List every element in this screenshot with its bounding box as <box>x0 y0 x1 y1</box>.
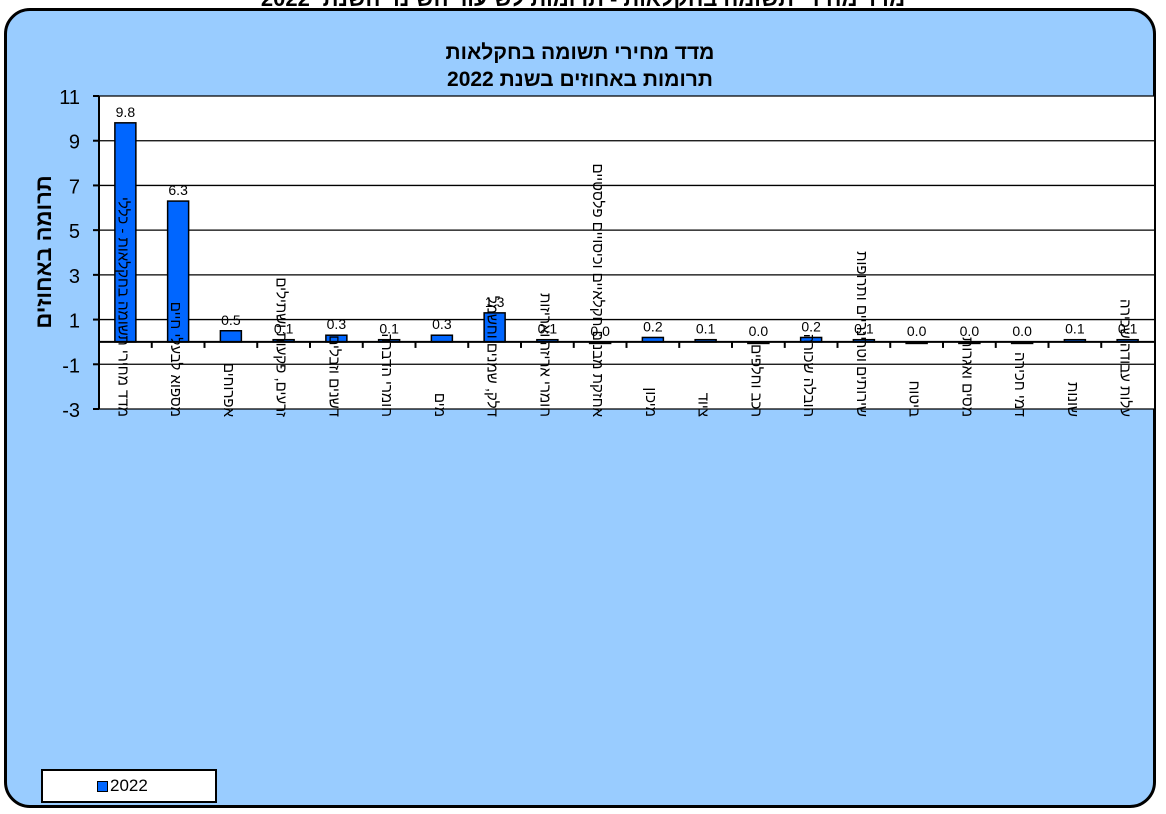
x-tick-label: שירותים וטרינריים ותרופות <box>853 251 870 417</box>
data-label: 0.1 <box>379 321 399 337</box>
y-tick-label: -1 <box>62 355 80 377</box>
data-label: 0.1 <box>538 321 558 337</box>
data-label: 0.1 <box>274 321 294 337</box>
x-tick-label: הובלה שכורה <box>800 334 817 417</box>
chart-title: מדד מחירי תשומה בחקלאות תרומות באחוזים ב… <box>7 39 1153 94</box>
y-tick-label: 5 <box>69 221 80 243</box>
data-label: 0.0 <box>960 323 980 339</box>
legend-swatch <box>97 780 108 792</box>
chart-title-line-2: תרומות באחוזים בשנת 2022 <box>447 68 713 92</box>
x-tick-label: מיכון <box>642 387 659 417</box>
y-tick-label: 11 <box>59 87 80 109</box>
data-label: 0.2 <box>801 318 821 334</box>
chart-title-line-1: מדד מחירי תשומה בחקלאות <box>445 41 715 64</box>
y-axis-title: תרומה באחוזים <box>31 175 56 328</box>
y-tick-label: -3 <box>62 400 80 422</box>
x-tick-label: מים <box>431 393 448 417</box>
legend-label: 2022 <box>110 776 148 795</box>
x-tick-label: עלות עבודה שכירה <box>1117 299 1134 417</box>
x-tick-label: דלק, שמנים וחשמל <box>484 296 501 417</box>
data-label: 0.1 <box>696 321 716 337</box>
x-tick-label: ציוד <box>695 393 712 417</box>
header-strip: מדד מחירי תשומה בחקלאות - תרומות לשיעור … <box>0 0 1166 12</box>
data-label: 0.1 <box>1065 321 1085 337</box>
x-tick-label: דשנים וזבלים <box>325 335 342 417</box>
bar <box>219 330 243 343</box>
x-tick-label: חומרי הדברה <box>378 333 395 417</box>
x-tick-label: חומרי אריזה ואריזות <box>536 293 553 417</box>
y-tick-label: 3 <box>69 266 80 288</box>
x-tick-label: מסים ואגרות <box>958 337 975 417</box>
x-tick-label: מדד מחירי תשומה בחקלאות - כללי <box>114 197 131 417</box>
data-label: 6.3 <box>168 182 188 198</box>
data-label: 0.0 <box>749 323 769 339</box>
data-label: 0.0 <box>590 323 610 339</box>
data-label: 0.0 <box>907 323 927 339</box>
data-label: 0.1 <box>1118 321 1138 337</box>
data-label: 0.3 <box>327 316 347 332</box>
x-tick-label: מספוא לבעלי חיים <box>167 302 184 417</box>
x-tick-label: שונות <box>1064 382 1081 417</box>
bar <box>430 334 454 343</box>
x-tick-label: רכב וחלפים <box>747 344 764 417</box>
y-tick-label: 7 <box>69 176 80 198</box>
header-text: מדד מחירי תשומה בחקלאות - תרומות לשיעור … <box>0 0 1166 12</box>
legend: 2022 <box>41 769 217 803</box>
y-tick-label: 1 <box>69 311 80 333</box>
data-label: 0.2 <box>643 318 663 334</box>
x-tick-label: זרעים, פקעות ושתילים <box>273 277 290 417</box>
data-label: 0.1 <box>854 321 874 337</box>
data-label: 0.5 <box>221 312 241 328</box>
plot-area <box>99 96 1154 409</box>
x-tick-label: אפרוחים <box>220 363 237 418</box>
x-tick-label: דמי חכירה <box>1011 352 1028 417</box>
data-label: 9.8 <box>116 104 136 120</box>
data-label: 0.3 <box>432 316 452 332</box>
x-tick-label: ביטוח <box>906 381 923 417</box>
data-label: 1.3 <box>485 294 505 310</box>
x-tick-label: אחזקת מבנים חקלאיים וכיסויים פלסטיים <box>589 163 606 417</box>
data-label: 0.0 <box>1012 323 1032 339</box>
y-tick-label: 9 <box>69 132 80 154</box>
